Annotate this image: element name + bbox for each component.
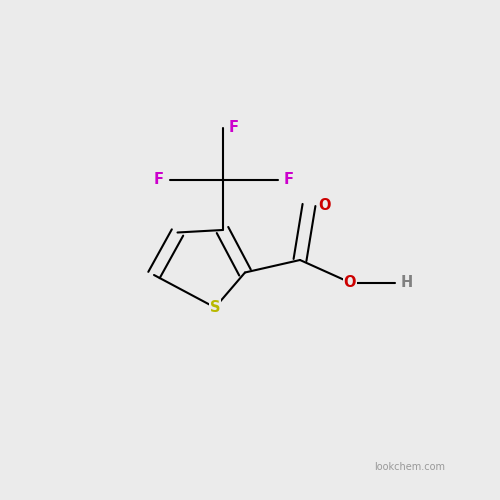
Text: S: S — [210, 300, 220, 315]
Text: lookchem.com: lookchem.com — [374, 462, 446, 472]
Text: O: O — [344, 275, 356, 290]
Text: F: F — [228, 120, 238, 135]
Text: O: O — [318, 198, 330, 212]
Text: H: H — [401, 275, 413, 290]
Text: F: F — [284, 172, 294, 188]
Text: F: F — [154, 172, 164, 188]
